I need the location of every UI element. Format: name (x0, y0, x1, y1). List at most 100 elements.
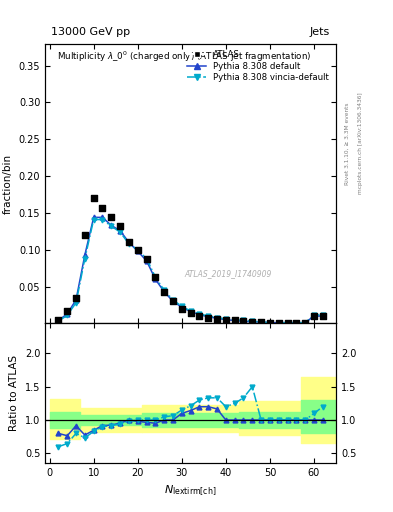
Point (231, 316, 238, 325)
Point (223, 315, 229, 324)
Pythia 8.308 vincia-default (320, 311, 325, 317)
Pythia 8.308 vincia-default (259, 319, 263, 325)
Pythia 8.308 default (268, 319, 272, 326)
Text: mcplots.cern.ch [arXiv:1306.3436]: mcplots.cern.ch [arXiv:1306.3436] (358, 93, 364, 194)
Pythia 8.308 default (303, 319, 308, 326)
Pythia 8.308 default (109, 222, 114, 228)
Y-axis label: Ratio to ATLAS: Ratio to ATLAS (9, 355, 19, 432)
Pythia 8.308 default (320, 313, 325, 319)
Point (117, 222, 123, 230)
Point (143, 254, 150, 263)
Pythia 8.308 default (294, 319, 299, 326)
Pythia 8.308 default (250, 319, 255, 325)
Pythia 8.308 default (312, 313, 316, 319)
Pythia 8.308 vincia-default (197, 311, 202, 317)
Pythia 8.308 vincia-default (206, 313, 211, 319)
Pythia 8.308 vincia-default (232, 316, 237, 323)
Pythia 8.308 default (83, 252, 87, 258)
Pythia 8.308 default (100, 215, 105, 221)
Pythia 8.308 default (285, 319, 290, 326)
Point (73, 293, 79, 302)
Point (170, 297, 176, 306)
Point (285, 318, 291, 327)
Pythia 8.308 default (162, 289, 167, 295)
Pythia 8.308 vincia-default (83, 255, 87, 262)
Pythia 8.308 default (56, 317, 61, 324)
Point (64, 307, 70, 315)
Pythia 8.308 vincia-default (153, 274, 158, 280)
Point (214, 315, 220, 323)
Legend: ATLAS, Pythia 8.308 default, Pythia 8.308 vincia-default: ATLAS, Pythia 8.308 default, Pythia 8.30… (185, 48, 332, 84)
Text: Jets: Jets (310, 27, 330, 36)
Pythia 8.308 vincia-default (109, 223, 114, 229)
Pythia 8.308 default (276, 319, 281, 326)
Point (320, 312, 326, 320)
Point (275, 318, 282, 327)
Pythia 8.308 vincia-default (73, 300, 78, 306)
Pythia 8.308 default (153, 276, 158, 282)
Point (302, 318, 309, 327)
Pythia 8.308 vincia-default (100, 217, 105, 223)
Point (126, 238, 132, 246)
Point (249, 318, 255, 326)
Text: ATLAS_2019_I1740909: ATLAS_2019_I1740909 (185, 269, 272, 278)
Pythia 8.308 vincia-default (312, 312, 316, 318)
Point (179, 305, 185, 313)
Pythia 8.308 default (188, 309, 193, 315)
Point (108, 214, 114, 222)
Point (134, 246, 141, 254)
Pythia 8.308 vincia-default (188, 308, 193, 314)
Pythia 8.308 default (215, 315, 219, 322)
Point (293, 318, 299, 327)
Pythia 8.308 default (127, 239, 131, 245)
Pythia 8.308 default (91, 215, 96, 221)
Pythia 8.308 default (197, 311, 202, 317)
Line: Pythia 8.308 vincia-default: Pythia 8.308 vincia-default (56, 217, 325, 325)
Pythia 8.308 vincia-default (250, 318, 255, 324)
Point (205, 314, 211, 322)
Pythia 8.308 vincia-default (56, 318, 61, 324)
Pythia 8.308 default (118, 227, 123, 233)
Pythia 8.308 vincia-default (127, 241, 131, 247)
Line: Pythia 8.308 default: Pythia 8.308 default (56, 215, 325, 325)
Point (267, 318, 273, 327)
Y-axis label: fraction/bin: fraction/bin (3, 154, 13, 214)
Text: Rivet 3.1.10, ≥ 3.3M events: Rivet 3.1.10, ≥ 3.3M events (345, 102, 350, 185)
X-axis label: $N_{\mathsf{lextirm[ch]}}$: $N_{\mathsf{lextirm[ch]}}$ (164, 484, 217, 498)
Pythia 8.308 default (73, 297, 78, 303)
Pythia 8.308 vincia-default (91, 217, 96, 223)
Pythia 8.308 vincia-default (135, 247, 140, 253)
Pythia 8.308 default (224, 316, 228, 323)
Pythia 8.308 vincia-default (276, 319, 281, 326)
Pythia 8.308 default (135, 248, 140, 254)
Point (152, 273, 158, 281)
Pythia 8.308 vincia-default (241, 317, 246, 324)
Point (241, 317, 247, 325)
Point (311, 312, 317, 320)
Point (258, 318, 264, 326)
Pythia 8.308 vincia-default (144, 255, 149, 262)
Pythia 8.308 default (144, 258, 149, 264)
Text: 13000 GeV pp: 13000 GeV pp (51, 27, 130, 36)
Pythia 8.308 vincia-default (303, 319, 308, 326)
Pythia 8.308 default (171, 298, 175, 305)
Pythia 8.308 vincia-default (65, 312, 70, 318)
Point (55, 315, 62, 324)
Point (196, 312, 202, 320)
Pythia 8.308 vincia-default (224, 316, 228, 322)
Pythia 8.308 vincia-default (171, 297, 175, 303)
Pythia 8.308 default (259, 319, 263, 325)
Pythia 8.308 vincia-default (285, 319, 290, 326)
Pythia 8.308 default (65, 311, 70, 317)
Pythia 8.308 default (206, 314, 211, 320)
Pythia 8.308 vincia-default (294, 319, 299, 326)
Pythia 8.308 default (180, 304, 184, 310)
Pythia 8.308 vincia-default (268, 319, 272, 326)
Point (82, 231, 88, 239)
Pythia 8.308 default (232, 317, 237, 324)
Text: Multiplicity $\lambda\_0^0$ (charged only) (ATLAS jet fragmentation): Multiplicity $\lambda\_0^0$ (charged onl… (57, 49, 311, 63)
Pythia 8.308 default (241, 318, 246, 324)
Pythia 8.308 vincia-default (215, 314, 219, 321)
Point (99, 204, 106, 212)
Pythia 8.308 vincia-default (118, 229, 123, 235)
